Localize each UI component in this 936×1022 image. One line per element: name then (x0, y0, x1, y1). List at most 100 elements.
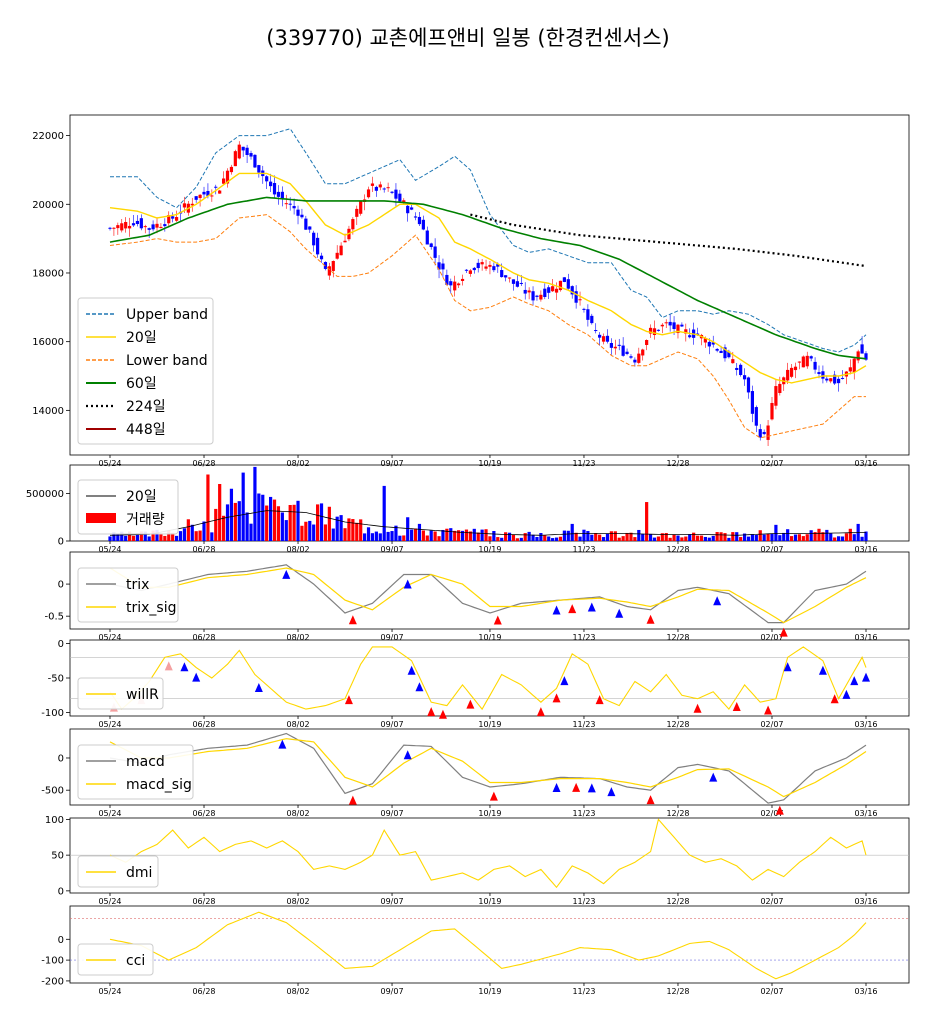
volume-bar (519, 537, 523, 541)
price-legend-label: Lower band (126, 353, 208, 369)
volume-bar (257, 493, 261, 541)
willr-sell-marker (764, 705, 773, 715)
candle-body (731, 359, 735, 364)
volume-bar (574, 532, 578, 541)
candle-body (249, 153, 253, 157)
volume-bar (135, 533, 140, 541)
dmi-legend-label: dmi (126, 865, 152, 881)
volume-xtick-label: 12/28 (666, 545, 689, 554)
volume-bar (296, 500, 300, 541)
candle-body (551, 286, 555, 292)
candle-body (143, 226, 147, 228)
macd-xtick-label: 06/28 (192, 809, 215, 818)
candle-body (637, 353, 641, 363)
candle-body (355, 208, 359, 217)
candle-body (296, 209, 300, 216)
dmi-ytick-label: 100 (45, 815, 64, 826)
trix-xtick-label: 02/07 (760, 633, 783, 642)
candle-body (218, 190, 222, 194)
volume-bar (229, 488, 234, 541)
candle-body (308, 226, 312, 230)
macd-buy-marker (587, 783, 596, 793)
candle-body (280, 191, 284, 200)
volume-bar (860, 536, 864, 541)
volume-bar (844, 533, 849, 541)
volume-bar (112, 532, 116, 541)
candle-body (402, 200, 406, 203)
volume-bar (210, 532, 214, 541)
volume-bar (163, 535, 167, 541)
candle-body (617, 344, 621, 346)
candle-body (190, 203, 194, 206)
volume-bar (848, 528, 852, 541)
candle-body (476, 262, 480, 269)
volume-bar (253, 466, 257, 541)
volume-bar (445, 528, 449, 541)
cci-xtick-label: 05/24 (98, 987, 121, 996)
macd-xtick-label: 08/02 (286, 809, 309, 818)
candle-body (547, 287, 551, 293)
candle-body (609, 343, 613, 348)
volume-bar (331, 528, 335, 541)
candle-body (394, 189, 398, 199)
macd-buy-marker (552, 782, 561, 792)
volume-bar (833, 537, 837, 541)
volume-bar (378, 533, 382, 541)
price-legend-label: 448일 (126, 422, 166, 438)
candle-body (852, 358, 856, 372)
price-ytick-label: 14000 (32, 406, 64, 417)
willr-sell-marker (466, 699, 475, 709)
trix-xtick-label: 06/28 (192, 633, 215, 642)
volume-bar (147, 536, 151, 541)
macd-xtick-label: 10/19 (478, 809, 501, 818)
volume-bar (241, 472, 245, 541)
volume-bar (660, 533, 664, 541)
lower-band-line (109, 214, 866, 439)
candle-body (300, 214, 304, 218)
candle-body (715, 348, 719, 351)
candle-body (335, 252, 339, 259)
candle-body (621, 345, 625, 356)
candle-body (746, 377, 751, 393)
volume-bar (535, 536, 539, 541)
candle-body (676, 324, 680, 334)
volume-bar (582, 529, 586, 541)
volume-bar (731, 532, 735, 541)
macd-xtick-label: 09/07 (380, 809, 403, 818)
volume-bar (335, 516, 339, 541)
willr-buy-marker (192, 672, 201, 682)
candle-body (840, 377, 845, 379)
dmi-ytick-label: 0 (58, 886, 64, 897)
willr-ytick-label: 0 (58, 639, 64, 650)
volume-bar (523, 533, 527, 541)
candle-body (645, 340, 649, 345)
dmi-xtick-label: 06/28 (192, 897, 215, 906)
volume-ytick-label: 0 (58, 537, 64, 548)
willr-buy-marker (415, 682, 424, 692)
volume-bar (288, 505, 292, 541)
volume-bar (668, 537, 672, 541)
volume-bar (308, 520, 312, 541)
macd-xtick-label: 11/23 (572, 809, 595, 818)
macd-buy-marker (709, 772, 718, 782)
price-xtick-label: 02/07 (760, 459, 783, 468)
volume-bar (594, 533, 598, 541)
candle-body (750, 391, 755, 414)
candle-body (441, 263, 445, 270)
volume-bar (507, 532, 512, 541)
volume-bar (770, 533, 774, 541)
ma20-line (109, 172, 867, 384)
volume-bar (280, 512, 284, 541)
cci-legend-label: cci (126, 953, 145, 969)
candle-body (343, 240, 347, 243)
trix-buy-marker (615, 608, 624, 618)
volume-bar (304, 521, 308, 541)
candle-body (417, 216, 422, 225)
volume-bar (692, 532, 696, 541)
candle-body (711, 342, 715, 345)
willr-line (109, 646, 867, 711)
price-xtick-label: 10/19 (478, 459, 501, 468)
candle-body (202, 191, 206, 195)
volume-bar (139, 531, 143, 541)
candle-body (171, 216, 175, 219)
